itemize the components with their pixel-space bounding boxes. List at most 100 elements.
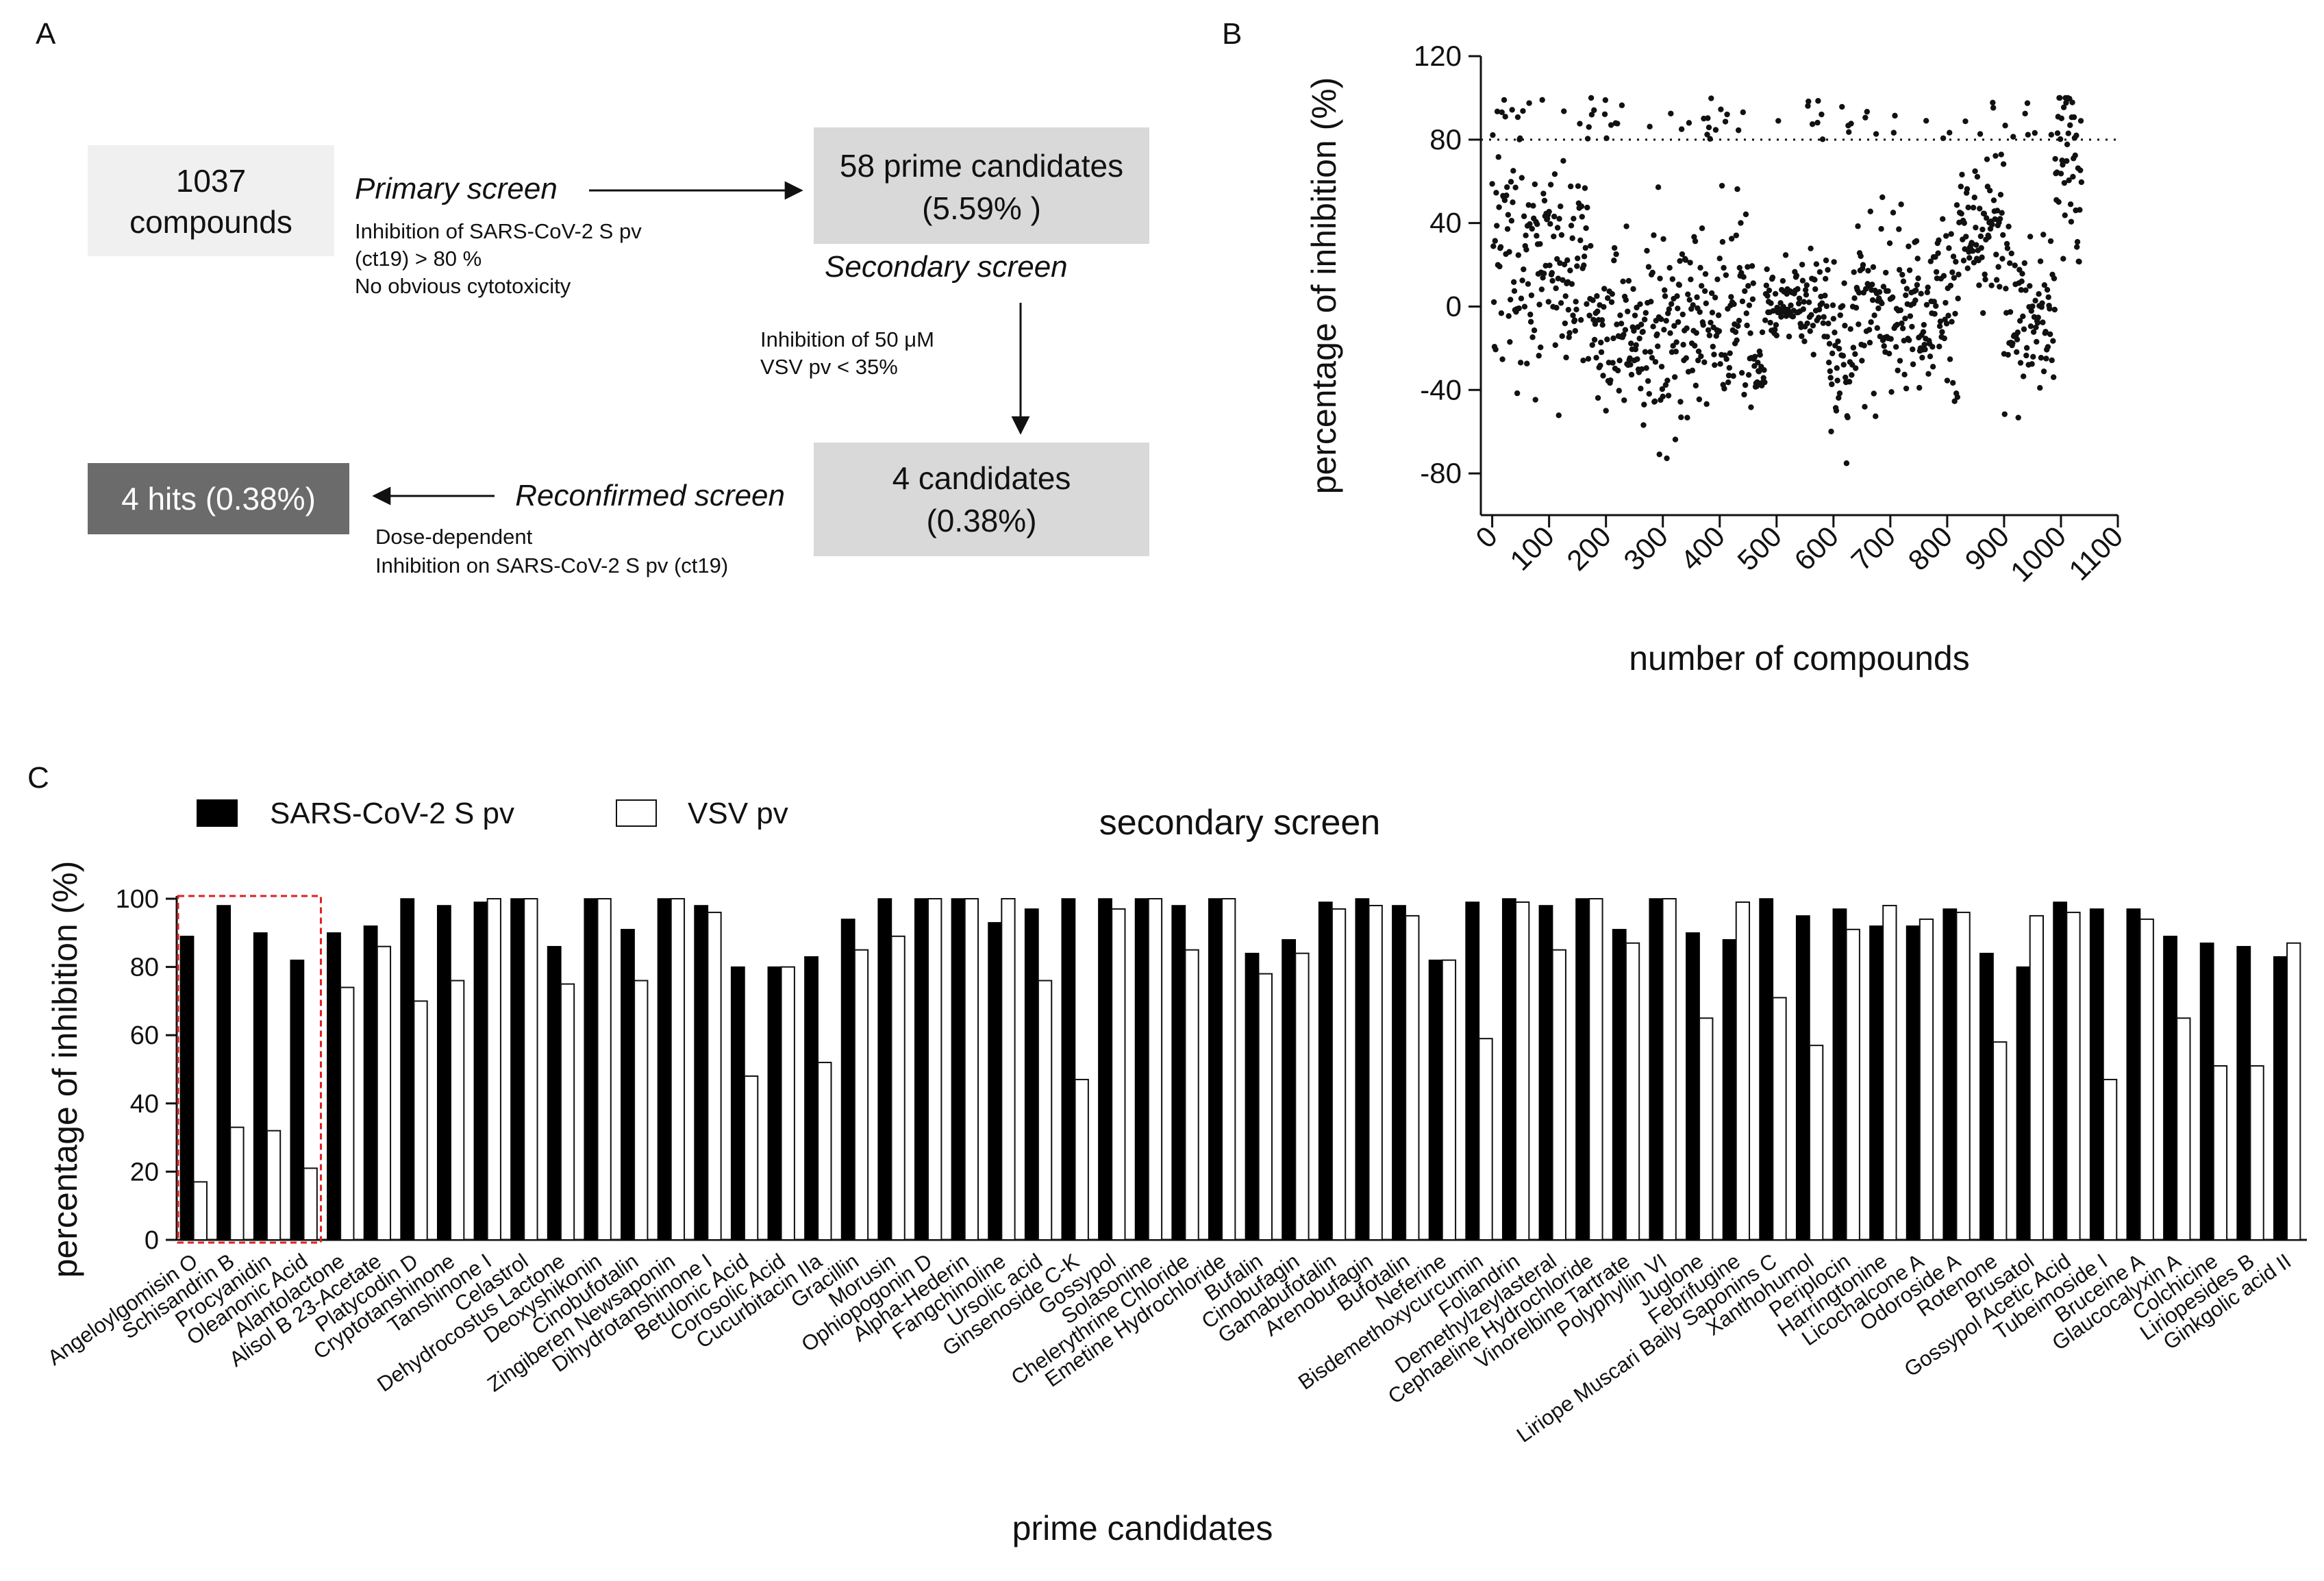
panel-b-letter: B xyxy=(1222,17,1242,51)
scatter-point xyxy=(1549,277,1555,284)
scatter-point xyxy=(1976,282,1982,288)
scatter-point xyxy=(1807,328,1813,334)
scatter-point xyxy=(1688,276,1694,283)
scatter-point xyxy=(1710,343,1716,350)
scatter-point xyxy=(1990,197,1997,203)
scatter-point xyxy=(1661,327,1667,333)
scatter-point xyxy=(1833,408,1840,414)
bar-sars xyxy=(840,919,855,1241)
bar-sars xyxy=(1134,898,1149,1241)
scatter-point xyxy=(1705,124,1712,131)
scatter-point xyxy=(1815,98,1821,104)
scatter-point xyxy=(1489,181,1495,187)
scatter-point xyxy=(1943,321,1950,327)
scatter-point xyxy=(1915,275,1921,282)
scatter-point xyxy=(1965,204,1971,211)
scatter-point xyxy=(1495,154,1501,160)
scatter-point xyxy=(2029,361,2035,367)
bar-sars xyxy=(510,898,525,1241)
scatter-point xyxy=(1558,232,1565,238)
scatter-point xyxy=(1601,111,1608,117)
scatter-point xyxy=(1834,377,1840,384)
scatter-point xyxy=(1532,397,1538,403)
scatter-point xyxy=(1973,242,1979,248)
scatter-point xyxy=(1948,231,1954,237)
scatter-point xyxy=(1745,264,1751,270)
scatter-point xyxy=(1572,327,1579,334)
scatter-point xyxy=(1665,393,1672,399)
scatter-point xyxy=(1876,289,1883,295)
scatter-point xyxy=(2069,99,2075,105)
scatter-point xyxy=(1736,264,1743,271)
scatter-point xyxy=(1521,303,1528,310)
scatter-point xyxy=(2077,167,2084,173)
scatter-point xyxy=(1923,301,1930,308)
scatter-point xyxy=(1659,386,1666,393)
scatter-point xyxy=(1505,212,1512,218)
scatter-point xyxy=(1782,252,1789,258)
scatter-point xyxy=(1693,329,1699,336)
scatter-point xyxy=(2036,291,2042,297)
scatter-point xyxy=(1698,353,1704,360)
scatter-point xyxy=(1983,215,1990,221)
scatter-point xyxy=(1946,245,1952,251)
scatter-point xyxy=(1812,277,1818,283)
scatter-point xyxy=(1584,204,1590,211)
scatter-point xyxy=(1869,282,1875,288)
scatter-point xyxy=(1931,299,1937,305)
scatter-point xyxy=(2021,326,2027,332)
scatter-point xyxy=(1616,358,1623,364)
scatter-point xyxy=(1762,317,1769,323)
scatter-point xyxy=(1686,120,1692,126)
scatter-point xyxy=(1604,295,1611,301)
scatter-point xyxy=(1622,327,1629,333)
bar-sars xyxy=(547,945,562,1241)
scatter-point xyxy=(1727,350,1733,356)
scatter-point xyxy=(1523,247,1529,253)
scatter-point xyxy=(1860,262,1866,268)
scatter-point xyxy=(1628,371,1635,378)
scatter-point xyxy=(1745,372,1752,378)
scatter-point xyxy=(1901,371,1908,378)
scatter-point xyxy=(1521,266,1527,273)
scatter-point xyxy=(2010,340,2016,347)
scatter-point xyxy=(1528,292,1535,299)
scatter-point xyxy=(1879,194,1886,201)
scatter-point xyxy=(1638,386,1644,392)
scatter-point xyxy=(1627,355,1633,362)
scatter-point xyxy=(1617,312,1623,319)
scatter-point xyxy=(1763,282,1770,288)
scatter-point xyxy=(1840,353,1847,359)
scatter-point xyxy=(1703,401,1710,408)
scatter-point xyxy=(1551,233,1557,240)
scatter-point xyxy=(1608,122,1614,128)
scatter-point xyxy=(1581,262,1587,269)
scatter-point xyxy=(1806,299,1812,306)
scatter-point xyxy=(2043,356,2049,362)
scatter-point xyxy=(1808,312,1814,318)
scatter-point xyxy=(1870,264,1877,271)
legend-swatch-sars xyxy=(197,799,238,827)
scatter-point xyxy=(1853,365,1859,371)
scatter-point xyxy=(1554,256,1560,262)
scatter-point xyxy=(1591,107,1597,114)
secondary-criterion-2: VSV pv < 35% xyxy=(760,355,898,379)
scatter-point xyxy=(2076,258,2082,265)
scatter-point xyxy=(1819,300,1825,306)
scatter-point xyxy=(1813,261,1820,267)
scatter-point xyxy=(1541,197,1548,204)
bar-x-axis-label: prime candidates xyxy=(1012,1509,1273,1547)
scatter-point xyxy=(1940,273,1947,279)
scatter-point xyxy=(1520,108,1526,114)
scatter-point xyxy=(2014,329,2021,336)
scatter-point xyxy=(1738,220,1744,226)
scatter-point xyxy=(1498,310,1505,316)
scatter-point xyxy=(1949,269,1956,275)
scatter-point xyxy=(1552,342,1558,348)
scatter-point xyxy=(1560,158,1566,164)
bar-sars xyxy=(400,898,415,1241)
four-candidates-percent: (0.38%) xyxy=(926,503,1036,538)
scatter-point xyxy=(1816,306,1823,313)
bar-vsv xyxy=(1515,901,1530,1241)
scatter-point xyxy=(1960,258,1967,264)
